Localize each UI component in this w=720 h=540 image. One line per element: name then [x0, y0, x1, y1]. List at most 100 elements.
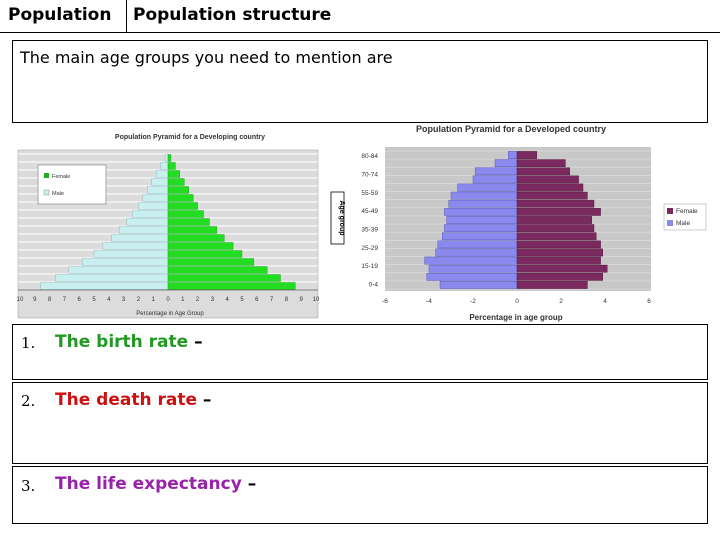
question-3-number: 3. [21, 477, 36, 495]
chart1-bar-male [160, 162, 169, 170]
chart1-bar-male [138, 202, 169, 210]
legend-male-label: Male [676, 220, 690, 227]
chart2-bar-male [435, 248, 518, 257]
chart2-bar-male [424, 256, 518, 265]
chart2-bar-female [516, 232, 597, 241]
chart1-bar-female [167, 250, 243, 258]
chart2-bar-female [516, 159, 566, 168]
chart2-x-tick: 4 [603, 298, 607, 305]
chart2-x-tick: -2 [470, 298, 476, 305]
legend-female-label: Female [52, 174, 70, 180]
chart2-bar-female [516, 256, 601, 265]
chart1-x-tick: 5 [240, 297, 244, 303]
chart1-bar-male [126, 218, 169, 226]
chart1-bar-female [167, 194, 194, 202]
chart1-x-tick: 10 [313, 297, 320, 303]
chart2-bar-female [516, 240, 601, 249]
chart2-bar-male [494, 159, 518, 168]
chart2-bar-female [516, 175, 579, 184]
chart1-bar-female [167, 178, 185, 186]
chart2-title: Population Pyramid for a Developed count… [416, 124, 606, 134]
chart2-bar-female [516, 208, 601, 216]
chart1-xlabel: Percentage in Age Group [136, 311, 204, 317]
chart1-bar-female [167, 218, 210, 226]
chart1-x-tick: 2 [196, 297, 200, 303]
chart1-bar-female [167, 170, 181, 178]
chart1-x-tick: 9 [300, 297, 304, 303]
developing-country-pyramid: Population Pyramid for a Developing coun… [17, 134, 320, 319]
chart1-bar-male [147, 186, 169, 194]
chart2-bar-female [516, 167, 570, 176]
chart1-bar-female [167, 154, 172, 162]
chart2-bar-female [516, 216, 593, 224]
chart2-y-tick: 55-59 [361, 190, 378, 197]
chart2-x-tick: 6 [647, 298, 651, 305]
chart1-x-tick: 9 [33, 297, 37, 303]
chart2-x-tick: -6 [382, 298, 388, 305]
chart1-bar-male [142, 194, 169, 202]
chart1-legend: Female Male [37, 164, 107, 205]
chart2-bar-female [516, 264, 608, 273]
question-1-label-wrap: The birth rate – [55, 332, 203, 352]
chart2-bar-male [474, 167, 518, 176]
question-1-number: 1. [21, 334, 36, 352]
legend-male-swatch [667, 220, 673, 226]
chart1-x-tick: 10 [17, 297, 24, 303]
chart1-bar-male [93, 250, 169, 258]
chart2-legend: Female Male [663, 203, 707, 231]
question-2-box[interactable]: 2. The death rate – [12, 382, 708, 464]
chart2-x-tick: -4 [426, 298, 432, 305]
developed-country-pyramid: Population Pyramid for a Developed count… [330, 124, 707, 322]
chart1-x-tick: 1 [181, 297, 185, 303]
intro-box: The main age groups you need to mention … [12, 40, 708, 123]
chart2-bar-female [516, 272, 604, 281]
chart2-y-tick: 70-74 [361, 171, 378, 178]
chart1-x-tick: 6 [255, 297, 259, 303]
chart1-x-tick: 7 [63, 297, 67, 303]
chart2-bar-female [516, 224, 595, 232]
chart2-bar-male [444, 224, 518, 232]
chart2-bar-male [507, 151, 518, 159]
chart1-bar-female [167, 202, 198, 210]
chart1-bar-male [164, 154, 169, 162]
chart2-bar-male [439, 281, 518, 289]
question-3-label-wrap: The life expectancy – [55, 474, 256, 494]
question-3-box[interactable]: 3. The life expectancy – [12, 466, 708, 524]
chart1-bar-male [81, 258, 169, 266]
chart1-bar-male [155, 170, 169, 178]
chart2-y-tick: 25-29 [361, 245, 378, 252]
chart1-bar-male [118, 226, 169, 234]
legend-female-label: Female [676, 208, 698, 215]
chart2-bar-female [516, 183, 584, 192]
chart2-bar-male [446, 216, 518, 224]
chart2-y-tick: 35-39 [361, 226, 378, 233]
legend-female-swatch [44, 173, 49, 178]
chart1-title: Population Pyramid for a Developing coun… [115, 134, 265, 141]
chart1-bar-male [68, 266, 169, 274]
chart2-bar-female [516, 199, 595, 208]
chart2-ylabel: Age group [338, 201, 345, 236]
question-1-dash: – [194, 332, 203, 352]
chart2-bar-male [450, 191, 518, 200]
chart2-bar-female [516, 151, 537, 159]
question-2-label: The death rate [55, 390, 197, 410]
header-bar: Population Population structure [0, 0, 720, 33]
chart1-x-tick: 3 [122, 297, 126, 303]
chart2-bar-female [516, 248, 604, 257]
chart2-y-tick: 80-84 [361, 153, 378, 160]
chart1-x-tick: 1 [152, 297, 156, 303]
chart2-bar-male [448, 199, 518, 208]
header-tab-structure: Population structure [133, 5, 332, 25]
chart2-bar-male [437, 240, 518, 249]
chart1-x-tick: 7 [270, 297, 274, 303]
chart2-xlabel: Percentage in age group [469, 313, 562, 322]
chart2-bar-male [472, 175, 518, 184]
chart1-bar-male [40, 282, 169, 290]
chart1-bar-female [167, 186, 189, 194]
question-1-box[interactable]: 1. The birth rate – [12, 324, 708, 380]
header-tab-population: Population [8, 5, 112, 25]
header-divider [126, 0, 127, 32]
chart2-bar-male [426, 272, 518, 281]
question-3-dash: – [247, 474, 257, 494]
chart2-ylabel-box: Age group [330, 191, 345, 245]
